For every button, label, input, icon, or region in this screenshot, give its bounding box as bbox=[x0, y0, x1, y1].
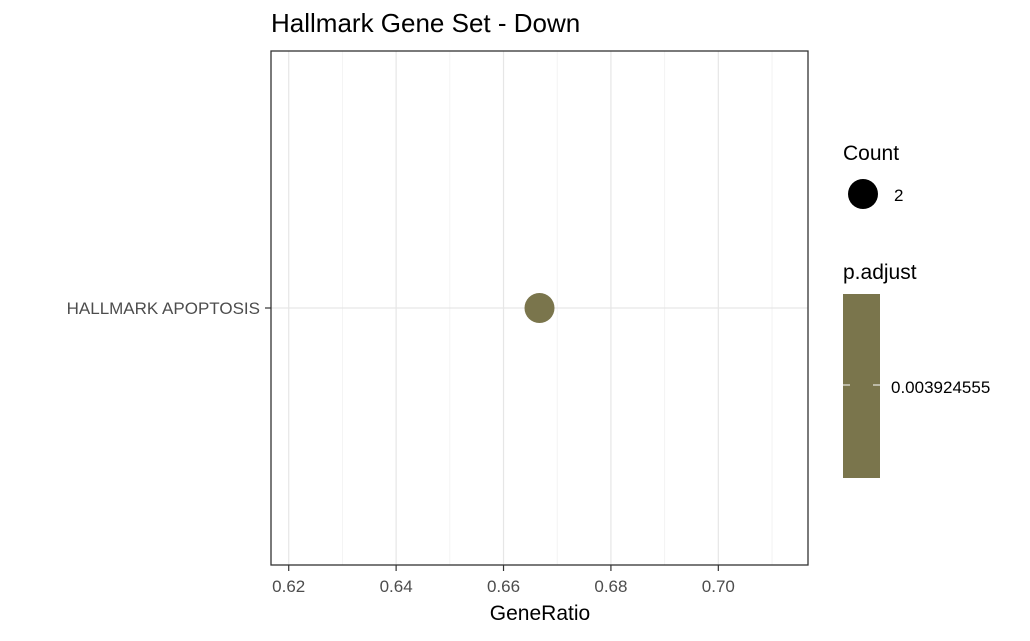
x-axis-label: GeneRatio bbox=[490, 602, 590, 625]
data-point bbox=[524, 293, 555, 323]
x-tick-label: 0.64 bbox=[380, 577, 413, 596]
x-tick-label: 0.62 bbox=[272, 577, 305, 596]
chart-title: Hallmark Gene Set - Down bbox=[271, 8, 580, 38]
legend: Count 2 p.adjust 0.003924555 bbox=[843, 142, 990, 478]
color-bar bbox=[843, 294, 880, 478]
size-legend-title: Count bbox=[843, 142, 899, 165]
x-tick-label: 0.68 bbox=[594, 577, 627, 596]
size-legend-key bbox=[848, 179, 878, 209]
color-legend-title: p.adjust bbox=[843, 261, 917, 284]
color-legend-label: 0.003924555 bbox=[891, 378, 990, 397]
y-tick-label: HALLMARK APOPTOSIS bbox=[67, 299, 260, 318]
point-layer bbox=[524, 293, 555, 323]
x-tick-label: 0.66 bbox=[487, 577, 520, 596]
x-tick-label: 0.70 bbox=[702, 577, 735, 596]
axis-layer: 0.62 0.64 0.66 0.68 0.70 HALLMARK APOPTOSIS bbox=[67, 299, 735, 596]
size-legend-label: 2 bbox=[894, 186, 903, 205]
